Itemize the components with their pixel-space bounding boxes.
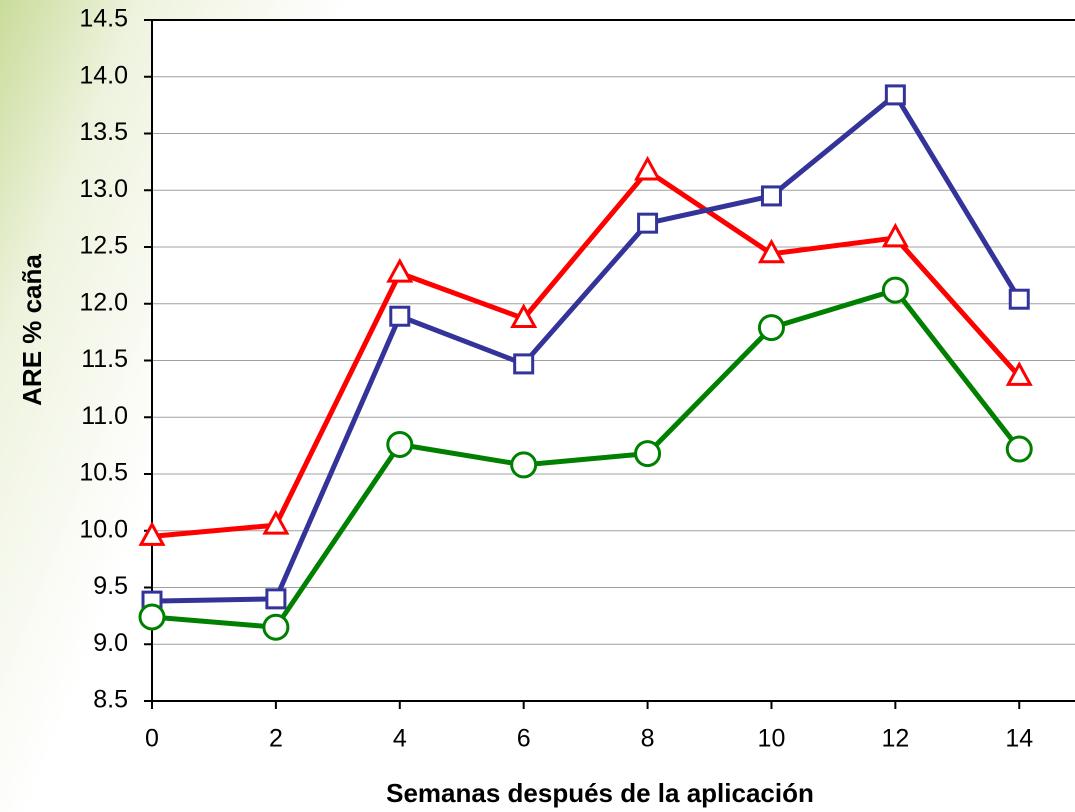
series-line bbox=[151, 287, 1022, 630]
marker bbox=[760, 185, 782, 207]
marker bbox=[637, 212, 659, 234]
marker bbox=[386, 257, 414, 283]
y-tick-label: 11.0 bbox=[81, 402, 128, 430]
marker bbox=[262, 509, 290, 535]
marker bbox=[1005, 361, 1033, 386]
y-tick-label: 13.0 bbox=[79, 175, 128, 203]
y-axis-title: ARE % caña bbox=[17, 254, 47, 406]
marker bbox=[757, 238, 785, 264]
y-tick-label: 9.0 bbox=[93, 629, 128, 657]
marker bbox=[881, 276, 909, 304]
y-tick-label: 14.0 bbox=[79, 61, 128, 89]
marker bbox=[265, 588, 287, 610]
y-tick-label: 13.5 bbox=[79, 118, 128, 146]
series-line bbox=[151, 92, 1022, 604]
marker bbox=[884, 84, 906, 106]
marker bbox=[510, 303, 538, 329]
marker bbox=[389, 305, 411, 327]
marker bbox=[262, 613, 290, 641]
marker bbox=[138, 603, 166, 631]
x-tick-label: 8 bbox=[641, 725, 655, 753]
y-tick-label: 12.0 bbox=[79, 288, 128, 316]
marker bbox=[1005, 435, 1033, 463]
x-tick-label: 0 bbox=[145, 725, 159, 753]
y-tick-label: 14.5 bbox=[79, 5, 128, 33]
y-tick-label: 8.5 bbox=[93, 686, 128, 714]
y-tick-label: 11.5 bbox=[81, 345, 128, 373]
y-tick-label: 12.5 bbox=[79, 232, 128, 260]
marker bbox=[510, 451, 538, 479]
x-tick-label: 10 bbox=[758, 725, 786, 753]
y-tick-label: 10.0 bbox=[79, 515, 128, 543]
marker bbox=[513, 353, 535, 375]
x-tick-label: 14 bbox=[1005, 725, 1033, 753]
marker bbox=[1008, 288, 1030, 310]
series-line bbox=[151, 168, 1022, 539]
marker bbox=[757, 314, 785, 342]
x-tick-label: 6 bbox=[517, 725, 531, 753]
y-tick-label: 10.5 bbox=[79, 459, 128, 487]
marker bbox=[881, 222, 909, 248]
x-tick-label: 12 bbox=[881, 725, 909, 753]
y-tick-label: 9.5 bbox=[93, 572, 128, 600]
marker bbox=[138, 521, 166, 546]
x-tick-label: 4 bbox=[393, 725, 407, 753]
marker bbox=[634, 155, 662, 181]
x-axis-title: Semanas después de la aplicación bbox=[386, 778, 814, 808]
marker bbox=[386, 430, 414, 458]
x-tick-label: 2 bbox=[269, 725, 283, 753]
marker bbox=[634, 440, 662, 468]
